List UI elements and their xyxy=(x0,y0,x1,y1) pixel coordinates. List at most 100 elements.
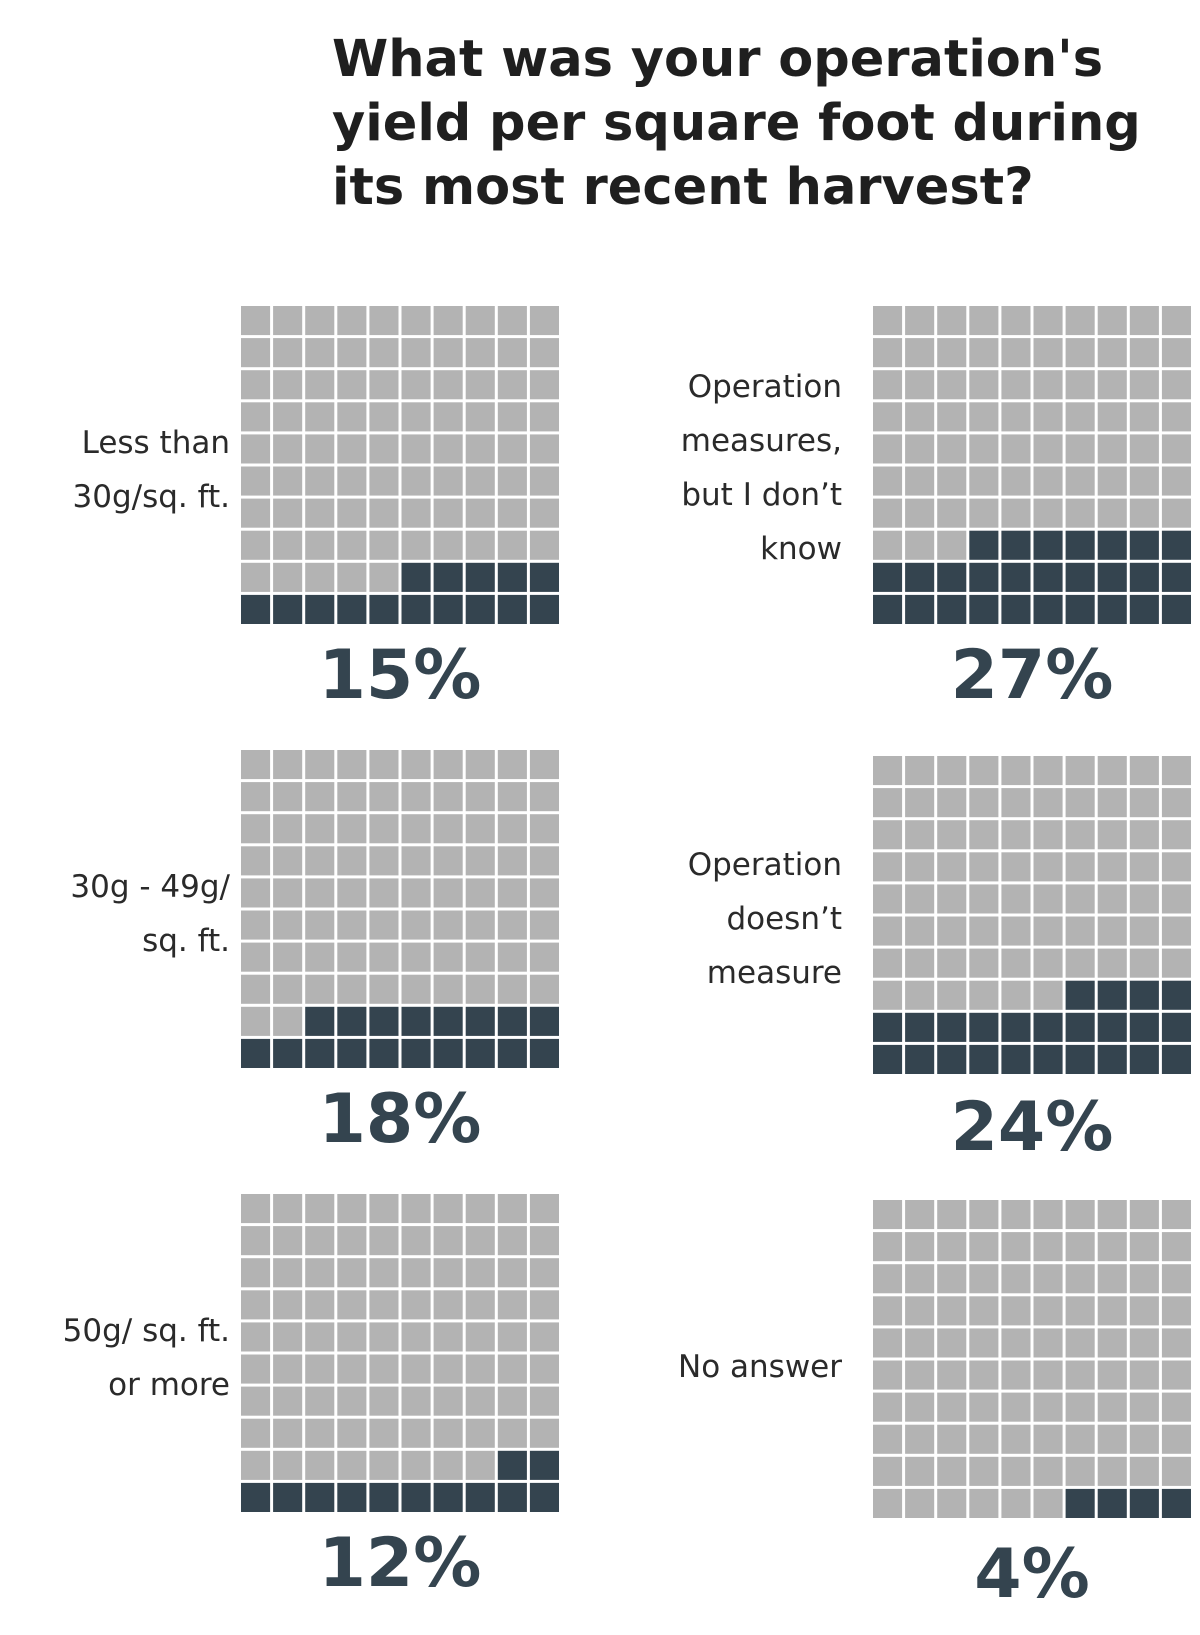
waffle-cell-empty xyxy=(433,942,463,972)
waffle-cell-filled xyxy=(969,530,999,560)
waffle-cell-filled xyxy=(1033,1012,1063,1042)
waffle-cell-empty xyxy=(1097,948,1127,978)
waffle-cell-empty xyxy=(241,370,271,400)
waffle-cell-empty xyxy=(241,942,271,972)
waffle-cell-empty xyxy=(937,1488,967,1518)
waffle-cell-empty xyxy=(937,466,967,496)
waffle-cell-empty xyxy=(905,852,935,882)
waffle-cell-empty xyxy=(873,820,903,850)
waffle-cell-empty xyxy=(433,1354,463,1384)
waffle-cell-empty xyxy=(369,306,399,336)
waffle-cell-filled xyxy=(497,562,527,592)
waffle-cell-empty xyxy=(497,878,527,908)
waffle-cell-empty xyxy=(529,1354,559,1384)
waffle-cell-empty xyxy=(529,498,559,528)
waffle-cell-empty xyxy=(1001,948,1031,978)
waffle-cell-empty xyxy=(1161,1392,1191,1422)
waffle-cell-empty xyxy=(1097,1456,1127,1486)
panel-label-line: know xyxy=(760,531,842,567)
waffle-cell-empty xyxy=(1001,1488,1031,1518)
waffle-cell-empty xyxy=(465,1194,495,1224)
waffle-cell-filled xyxy=(529,594,559,624)
waffle-cell-empty xyxy=(401,910,431,940)
waffle-cell-empty xyxy=(1097,1264,1127,1294)
waffle-cell-empty xyxy=(433,1194,463,1224)
waffle-cell-empty xyxy=(305,910,335,940)
waffle-cell-empty xyxy=(1129,884,1159,914)
waffle-cell-empty xyxy=(369,498,399,528)
waffle-cell-filled xyxy=(337,1006,367,1036)
title-line: What was your operation's xyxy=(332,30,1104,89)
waffle-cell-empty xyxy=(241,974,271,1004)
waffle-cell-empty xyxy=(1161,756,1191,786)
waffle-cell-empty xyxy=(1161,1264,1191,1294)
waffle-cell-empty xyxy=(873,852,903,882)
waffle-cell-empty xyxy=(1033,948,1063,978)
waffle-cell-empty xyxy=(1001,306,1031,336)
waffle-cell-empty xyxy=(1001,434,1031,464)
waffle-cell-empty xyxy=(1097,402,1127,432)
waffle-cell-filled xyxy=(905,594,935,624)
waffle-cell-empty xyxy=(337,910,367,940)
waffle-cell-filled xyxy=(401,594,431,624)
waffle-cell-filled xyxy=(1161,594,1191,624)
waffle-cell-empty xyxy=(369,1226,399,1256)
waffle-cell-filled xyxy=(465,1006,495,1036)
waffle-cell-empty xyxy=(529,878,559,908)
waffle-cell-empty xyxy=(937,1296,967,1326)
waffle-cell-filled xyxy=(1161,562,1191,592)
waffle-cell-empty xyxy=(1097,788,1127,818)
waffle-cell-empty xyxy=(1033,1264,1063,1294)
waffle-cell-filled xyxy=(529,1482,559,1512)
waffle-cell-filled xyxy=(1065,594,1095,624)
waffle-cell-empty xyxy=(433,878,463,908)
panel-label-line: measure xyxy=(706,955,842,991)
waffle-cell-filled xyxy=(401,562,431,592)
waffle-cell-empty xyxy=(1001,1392,1031,1422)
waffle-cell-empty xyxy=(337,1258,367,1288)
waffle-cell-empty xyxy=(1129,852,1159,882)
waffle-cell-empty xyxy=(969,1200,999,1230)
waffle-cell-filled xyxy=(1097,594,1127,624)
waffle-cell-empty xyxy=(1065,306,1095,336)
waffle-cell-empty xyxy=(273,1194,303,1224)
waffle-cell-empty xyxy=(937,756,967,786)
waffle-cell-empty xyxy=(529,1226,559,1256)
waffle-cell-filled xyxy=(1001,1044,1031,1074)
waffle-grid-no-answer xyxy=(873,1200,1191,1518)
waffle-cell-empty xyxy=(497,974,527,1004)
waffle-cell-empty xyxy=(1001,788,1031,818)
waffle-cell-empty xyxy=(433,846,463,876)
waffle-cell-empty xyxy=(873,498,903,528)
waffle-cell-empty xyxy=(241,1258,271,1288)
waffle-cell-empty xyxy=(465,1386,495,1416)
waffle-cell-empty xyxy=(1129,788,1159,818)
waffle-cell-empty xyxy=(905,370,935,400)
waffle-cell-empty xyxy=(1001,1264,1031,1294)
waffle-cell-empty xyxy=(969,370,999,400)
waffle-cell-empty xyxy=(337,1290,367,1320)
waffle-cell-empty xyxy=(273,1354,303,1384)
waffle-cell-empty xyxy=(937,1424,967,1454)
waffle-cell-filled xyxy=(1129,1012,1159,1042)
waffle-cell-empty xyxy=(1161,788,1191,818)
waffle-cell-empty xyxy=(497,466,527,496)
waffle-cell-empty xyxy=(337,402,367,432)
waffle-cell-filled xyxy=(1065,562,1095,592)
waffle-cell-empty xyxy=(905,1456,935,1486)
waffle-cell-empty xyxy=(1161,434,1191,464)
waffle-cell-empty xyxy=(497,782,527,812)
waffle-cell-empty xyxy=(465,338,495,368)
waffle-cell-empty xyxy=(969,1392,999,1422)
waffle-cell-empty xyxy=(241,498,271,528)
waffle-cell-empty xyxy=(465,306,495,336)
waffle-cell-empty xyxy=(465,942,495,972)
waffle-cell-filled xyxy=(905,562,935,592)
waffle-cell-empty xyxy=(465,1290,495,1320)
waffle-cell-empty xyxy=(337,1418,367,1448)
waffle-cell-filled xyxy=(1065,1012,1095,1042)
waffle-cell-empty xyxy=(273,530,303,560)
waffle-cell-empty xyxy=(905,1232,935,1262)
waffle-cell-empty xyxy=(273,750,303,780)
waffle-cell-empty xyxy=(937,402,967,432)
